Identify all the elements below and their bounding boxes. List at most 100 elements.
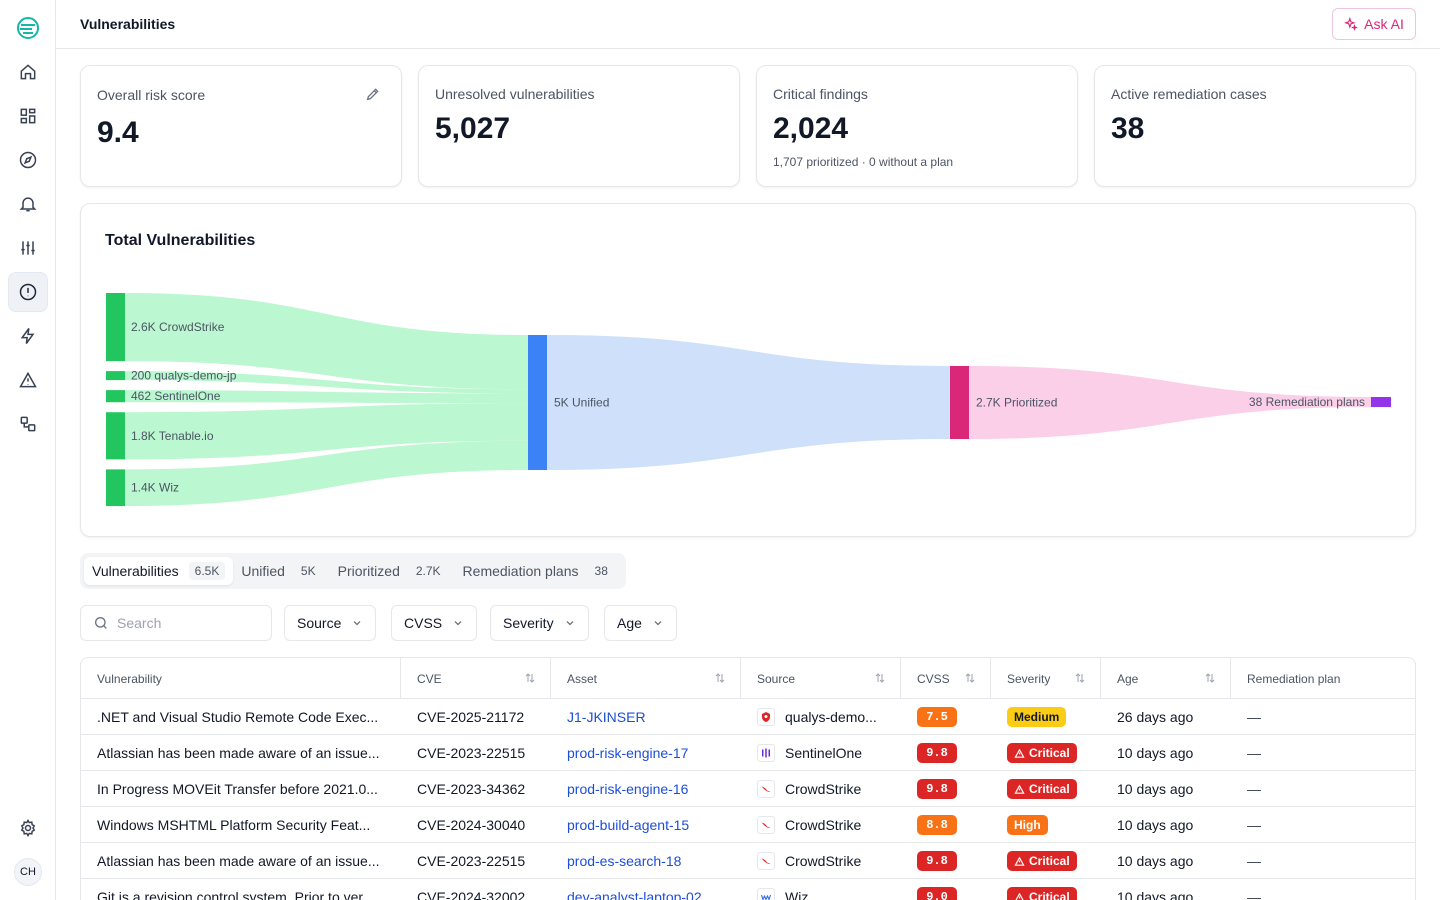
sankey-flow-source bbox=[125, 293, 528, 390]
cell-asset[interactable]: prod-es-search-18 bbox=[551, 843, 741, 879]
alert-circle-icon[interactable] bbox=[8, 272, 48, 312]
chevron-down-icon bbox=[566, 621, 574, 626]
home-icon[interactable] bbox=[8, 52, 48, 92]
sankey-node-source[interactable] bbox=[106, 469, 125, 507]
gear-icon[interactable] bbox=[8, 808, 48, 848]
asset-link[interactable]: prod-risk-engine-16 bbox=[567, 781, 689, 797]
cvss-badge: 8.8 bbox=[917, 815, 957, 835]
cvss-filter[interactable]: CVSS bbox=[391, 605, 478, 641]
table-row[interactable]: In Progress MOVEit Transfer before 2021.… bbox=[81, 771, 1415, 807]
sankey-node-source[interactable] bbox=[106, 412, 125, 460]
logo-icon[interactable] bbox=[16, 16, 40, 40]
avatar[interactable]: CH bbox=[14, 858, 42, 886]
cell-severity: Critical bbox=[991, 843, 1101, 879]
cell-severity: Medium bbox=[991, 699, 1101, 735]
cell-cvss: 9.8 bbox=[901, 771, 991, 807]
column-header-source[interactable]: Source bbox=[741, 658, 901, 699]
asset-link[interactable]: J1-JKINSER bbox=[567, 709, 646, 725]
cvss-badge: 9.8 bbox=[917, 851, 957, 871]
column-header-vulnerability[interactable]: Vulnerability bbox=[81, 658, 401, 699]
tab-label: Unified bbox=[241, 563, 285, 579]
source-name: qualys-demo... bbox=[785, 709, 877, 725]
cell-asset[interactable]: prod-risk-engine-17 bbox=[551, 735, 741, 771]
sankey-node-remediation-plans[interactable] bbox=[1371, 397, 1391, 407]
age-filter[interactable]: Age bbox=[604, 605, 677, 641]
cell-age: 26 days ago bbox=[1101, 699, 1231, 735]
cell-source: qualys-demo... bbox=[741, 699, 901, 735]
bell-icon[interactable] bbox=[8, 184, 48, 224]
table-row[interactable]: Windows MSHTML Platform Security Feat...… bbox=[81, 807, 1415, 843]
sankey-label-remediation-plans: 38 Remediation plans bbox=[1249, 395, 1365, 409]
cvss-badge: 9.8 bbox=[917, 779, 957, 799]
cell-cve: CVE-2024-30040 bbox=[401, 807, 551, 843]
table-row[interactable]: Atlassian has been made aware of an issu… bbox=[81, 735, 1415, 771]
column-header-cvss[interactable]: CVSS bbox=[901, 658, 991, 699]
asset-link[interactable]: prod-build-agent-15 bbox=[567, 817, 690, 833]
sankey-node-source[interactable] bbox=[106, 390, 125, 403]
warning-triangle-icon[interactable] bbox=[8, 360, 48, 400]
tab-count: 2.7K bbox=[415, 564, 441, 578]
cell-asset[interactable]: prod-build-agent-15 bbox=[551, 807, 741, 843]
column-header-age[interactable]: Age bbox=[1101, 658, 1231, 699]
cell-vulnerability: .NET and Visual Studio Remote Code Exec.… bbox=[81, 699, 401, 735]
cell-asset[interactable]: dev-analyst-laptop-02 bbox=[551, 879, 741, 900]
ask-ai-button[interactable]: Ask AI bbox=[1332, 8, 1416, 40]
asset-link[interactable]: dev-analyst-laptop-02 bbox=[567, 889, 702, 900]
workflow-icon[interactable] bbox=[8, 404, 48, 444]
source-name: CrowdStrike bbox=[785, 817, 862, 833]
source-filter[interactable]: Source bbox=[284, 605, 377, 641]
cell-cve: CVE-2024-32002 bbox=[401, 879, 551, 900]
column-header-remediation-plan[interactable]: Remediation plan bbox=[1247, 671, 1341, 686]
sliders-icon[interactable] bbox=[8, 228, 48, 268]
warning-triangle-icon bbox=[1014, 784, 1025, 794]
warning-triangle-icon bbox=[1015, 892, 1024, 900]
search-input[interactable] bbox=[117, 615, 257, 631]
remediation-plan-value: — bbox=[1247, 853, 1261, 869]
sankey-node-source[interactable] bbox=[106, 293, 125, 362]
sankey-node-prioritized[interactable] bbox=[950, 366, 969, 439]
asset-link[interactable]: prod-es-search-18 bbox=[567, 853, 682, 869]
pencil-icon[interactable] bbox=[365, 86, 381, 102]
table-row[interactable]: Atlassian has been made aware of an issu… bbox=[81, 843, 1415, 879]
column-header-asset[interactable]: Asset bbox=[551, 658, 741, 699]
age-text: 10 days ago bbox=[1117, 781, 1194, 797]
remediation-plan-value: — bbox=[1247, 781, 1261, 797]
sankey-flow-source bbox=[125, 390, 528, 404]
sankey-node-source[interactable] bbox=[106, 371, 125, 381]
dashboard-icon[interactable] bbox=[8, 96, 48, 136]
sankey-node-unified[interactable] bbox=[528, 335, 547, 470]
column-header-cve[interactable]: CVE bbox=[401, 658, 551, 699]
severity-filter[interactable]: Severity bbox=[490, 605, 589, 641]
cve-id: CVE-2024-30040 bbox=[417, 817, 526, 833]
sankey-label-prioritized: 2.7K Prioritized bbox=[976, 396, 1057, 410]
cell-remediation-plan: — bbox=[1231, 843, 1415, 879]
table-row[interactable]: Git is a revision control system. Prior … bbox=[81, 879, 1415, 900]
sankey-flow-source bbox=[125, 403, 528, 460]
warning-triangle-icon bbox=[1014, 748, 1025, 758]
cell-asset[interactable]: J1-JKINSER bbox=[551, 699, 741, 735]
tab-remediation-plans[interactable]: Remediation plans 38 bbox=[455, 557, 622, 585]
warning-triangle-icon bbox=[1014, 856, 1025, 866]
column-header-severity[interactable]: Severity bbox=[991, 658, 1101, 699]
cell-severity: High bbox=[991, 807, 1101, 843]
cell-cve: CVE-2023-22515 bbox=[401, 735, 551, 771]
remediation-plan-value: — bbox=[1247, 889, 1261, 900]
stat-value: 38 bbox=[1111, 112, 1145, 145]
total-vulnerabilities-panel: Total Vulnerabilities 2.6K CrowdStrike 20… bbox=[80, 203, 1416, 537]
cell-source: CrowdStrike bbox=[741, 771, 901, 807]
asset-link[interactable]: prod-risk-engine-17 bbox=[567, 745, 689, 761]
compass-icon[interactable] bbox=[8, 140, 48, 180]
vulnerability-name: Atlassian has been made aware of an issu… bbox=[97, 745, 380, 761]
sort-icon bbox=[715, 673, 725, 683]
filter-label: Source bbox=[297, 615, 342, 631]
table-row[interactable]: .NET and Visual Studio Remote Code Exec.… bbox=[81, 699, 1415, 735]
wiz-icon bbox=[757, 888, 775, 900]
source-name: SentinelOne bbox=[785, 745, 863, 761]
cell-asset[interactable]: prod-risk-engine-16 bbox=[551, 771, 741, 807]
tab-unified[interactable]: Unified 5K bbox=[233, 557, 329, 585]
tab-vulnerabilities[interactable]: Vulnerabilities 6.5K bbox=[84, 557, 234, 585]
cve-id: CVE-2023-34362 bbox=[417, 781, 526, 797]
tab-prioritized[interactable]: Prioritized 2.7K bbox=[330, 557, 455, 585]
zap-icon[interactable] bbox=[8, 316, 48, 356]
cve-id: CVE-2025-21172 bbox=[417, 709, 525, 725]
